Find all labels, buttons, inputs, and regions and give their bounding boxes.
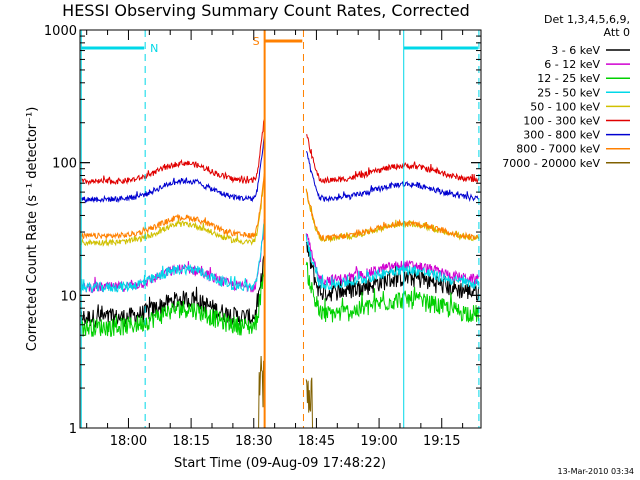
- series-line-100-300kev-day: [80, 119, 265, 186]
- series-line-800-7000kev-night: [305, 189, 479, 242]
- plot-frame: [79, 29, 482, 429]
- legend-entry-label: 300 - 800 keV: [523, 129, 600, 142]
- y-axis-label: Corrected Count Rate (s⁻¹ detector⁻¹): [25, 107, 40, 352]
- y-tick-label: 1000: [44, 24, 77, 39]
- legend-entry-label: 100 - 300 keV: [523, 115, 600, 128]
- y-tick-label: 1: [69, 422, 77, 437]
- legend-entry-label: 800 - 7000 keV: [516, 143, 600, 156]
- annotation-label-s-2: S: [253, 35, 260, 48]
- series-line-6-12kev-night: [305, 233, 479, 287]
- legend-entry-label: 6 - 12 keV: [544, 58, 600, 71]
- series-line-300-800kev-night: [305, 151, 479, 203]
- x-tick-label: 19:00: [360, 434, 397, 449]
- x-tick-label: 18:00: [110, 434, 147, 449]
- series-line-25-50kev-day: [80, 222, 265, 293]
- legend-entry-label: 7000 - 20000 keV: [502, 157, 600, 170]
- legend-entry-label: 12 - 25 keV: [537, 72, 600, 85]
- y-tick-label: 100: [52, 157, 77, 172]
- legend-entry-label: 3 - 6 keV: [551, 44, 600, 57]
- legend-entry-label: 25 - 50 keV: [537, 86, 600, 99]
- legend-header-detectors: Det 1,3,4,5,6,9,: [544, 13, 630, 26]
- legend-header-attenuator: Att 0: [604, 26, 630, 39]
- series-line-50-100kev-day: [80, 178, 265, 247]
- series-line-800-7000kev-day: [81, 173, 265, 240]
- chart-title: HESSI Observing Summary Count Rates, Cor…: [62, 1, 470, 20]
- x-tick-label: 19:15: [423, 434, 460, 449]
- timestamp-label: 13-Mar-2010 03:34: [558, 467, 635, 476]
- annotation-label-n-0: N: [150, 42, 158, 55]
- x-tick-label: 18:30: [235, 434, 272, 449]
- legend-entry-label: 50 - 100 keV: [530, 100, 600, 113]
- y-tick-label: 10: [60, 289, 77, 304]
- series-line-300-800kev-day: [80, 136, 265, 204]
- series-line-12-25kev-night: [305, 261, 479, 323]
- series-line-7000-20000kev-day: [81, 355, 265, 429]
- series-line-6-12kev-day: [80, 219, 265, 294]
- series-line-100-300kev-night: [305, 134, 479, 184]
- x-tick-label: 18:15: [172, 434, 209, 449]
- x-axis-label: Start Time (09-Aug-09 17:48:22): [174, 456, 386, 471]
- series-line-7000-20000kev-night: [305, 377, 479, 429]
- series-line-25-50kev-night: [305, 234, 479, 291]
- series-line-12-25kev-day: [80, 260, 265, 337]
- x-tick-label: 18:45: [298, 434, 335, 449]
